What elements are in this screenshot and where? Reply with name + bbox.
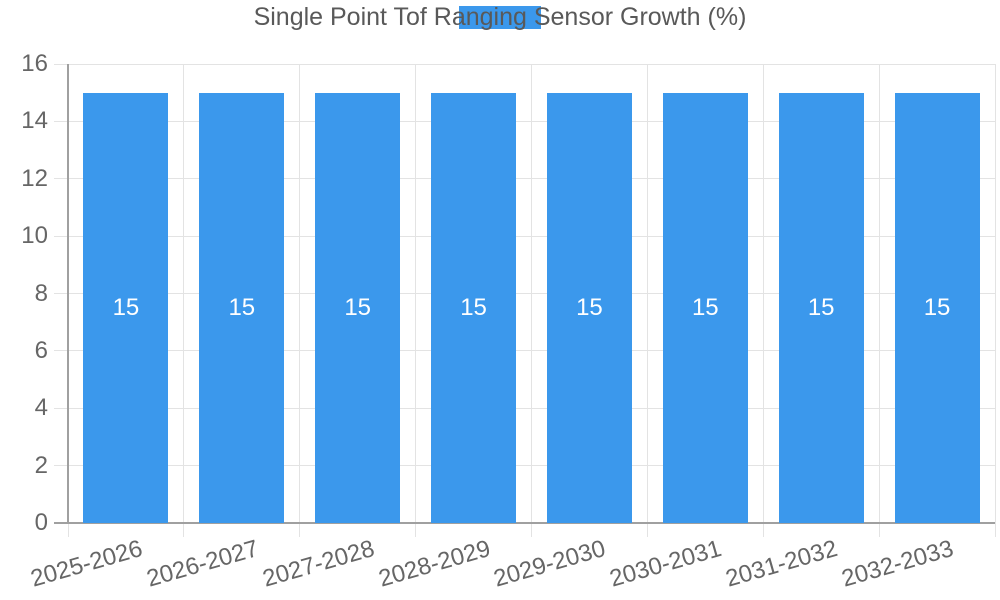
x-tick-mark [299, 523, 301, 537]
bar[interactable] [546, 92, 632, 523]
x-tick-mark [531, 523, 532, 537]
y-tick-label: 2 [34, 451, 48, 479]
y-tick-label: 8 [34, 279, 48, 307]
bar[interactable] [315, 92, 401, 523]
bar[interactable] [894, 92, 980, 523]
bar[interactable] [662, 92, 748, 523]
bar-value-label: 15 [344, 293, 372, 321]
x-axis-line [54, 522, 995, 524]
x-tick-mark [183, 523, 185, 537]
x-gridline [299, 64, 301, 523]
y-tick-mark [54, 350, 68, 352]
x-gridline [878, 64, 880, 523]
x-gridline [183, 64, 185, 523]
x-tick-mark [67, 523, 69, 537]
y-tick-label: 4 [34, 394, 48, 422]
bar-value-label: 15 [691, 293, 719, 321]
bar-value-label: 15 [228, 293, 256, 321]
y-tick-mark [54, 120, 68, 122]
y-tick-label: 6 [34, 336, 48, 364]
y-tick-label: 12 [21, 164, 48, 192]
y-tick-mark [54, 235, 68, 237]
y-tick-label: 14 [21, 107, 48, 135]
y-tick-label: 10 [21, 222, 48, 250]
y-tick-label: 16 [21, 50, 48, 77]
y-axis-line [67, 64, 69, 523]
bar[interactable] [199, 92, 285, 523]
bar[interactable] [778, 92, 864, 523]
y-tick-mark [54, 63, 68, 65]
y-tick-label: 0 [34, 509, 48, 536]
legend-label: Single Point Tof Ranging Sensor Growth (… [253, 3, 747, 31]
bar-value-label: 15 [923, 293, 951, 321]
y-tick-mark [54, 407, 68, 409]
legend-swatch-icon [459, 5, 541, 29]
x-gridline [531, 64, 532, 523]
bar[interactable] [431, 92, 517, 523]
bar-value-label: 15 [112, 293, 140, 321]
x-tick-mark [762, 523, 764, 537]
x-tick-mark [646, 523, 648, 537]
x-tick-mark [878, 523, 880, 537]
x-gridline [646, 64, 648, 523]
bar-value-label: 15 [576, 293, 603, 321]
bar-value-label: 15 [460, 293, 487, 321]
x-gridline [415, 64, 417, 523]
x-tick-mark [994, 523, 996, 537]
bar[interactable] [83, 92, 169, 523]
y-tick-mark [54, 178, 68, 180]
y-tick-mark [54, 465, 68, 467]
x-gridline [762, 64, 764, 523]
y-tick-mark [54, 293, 68, 294]
x-tick-mark [415, 523, 417, 537]
bar-value-label: 15 [807, 293, 835, 321]
x-gridline [994, 64, 996, 523]
